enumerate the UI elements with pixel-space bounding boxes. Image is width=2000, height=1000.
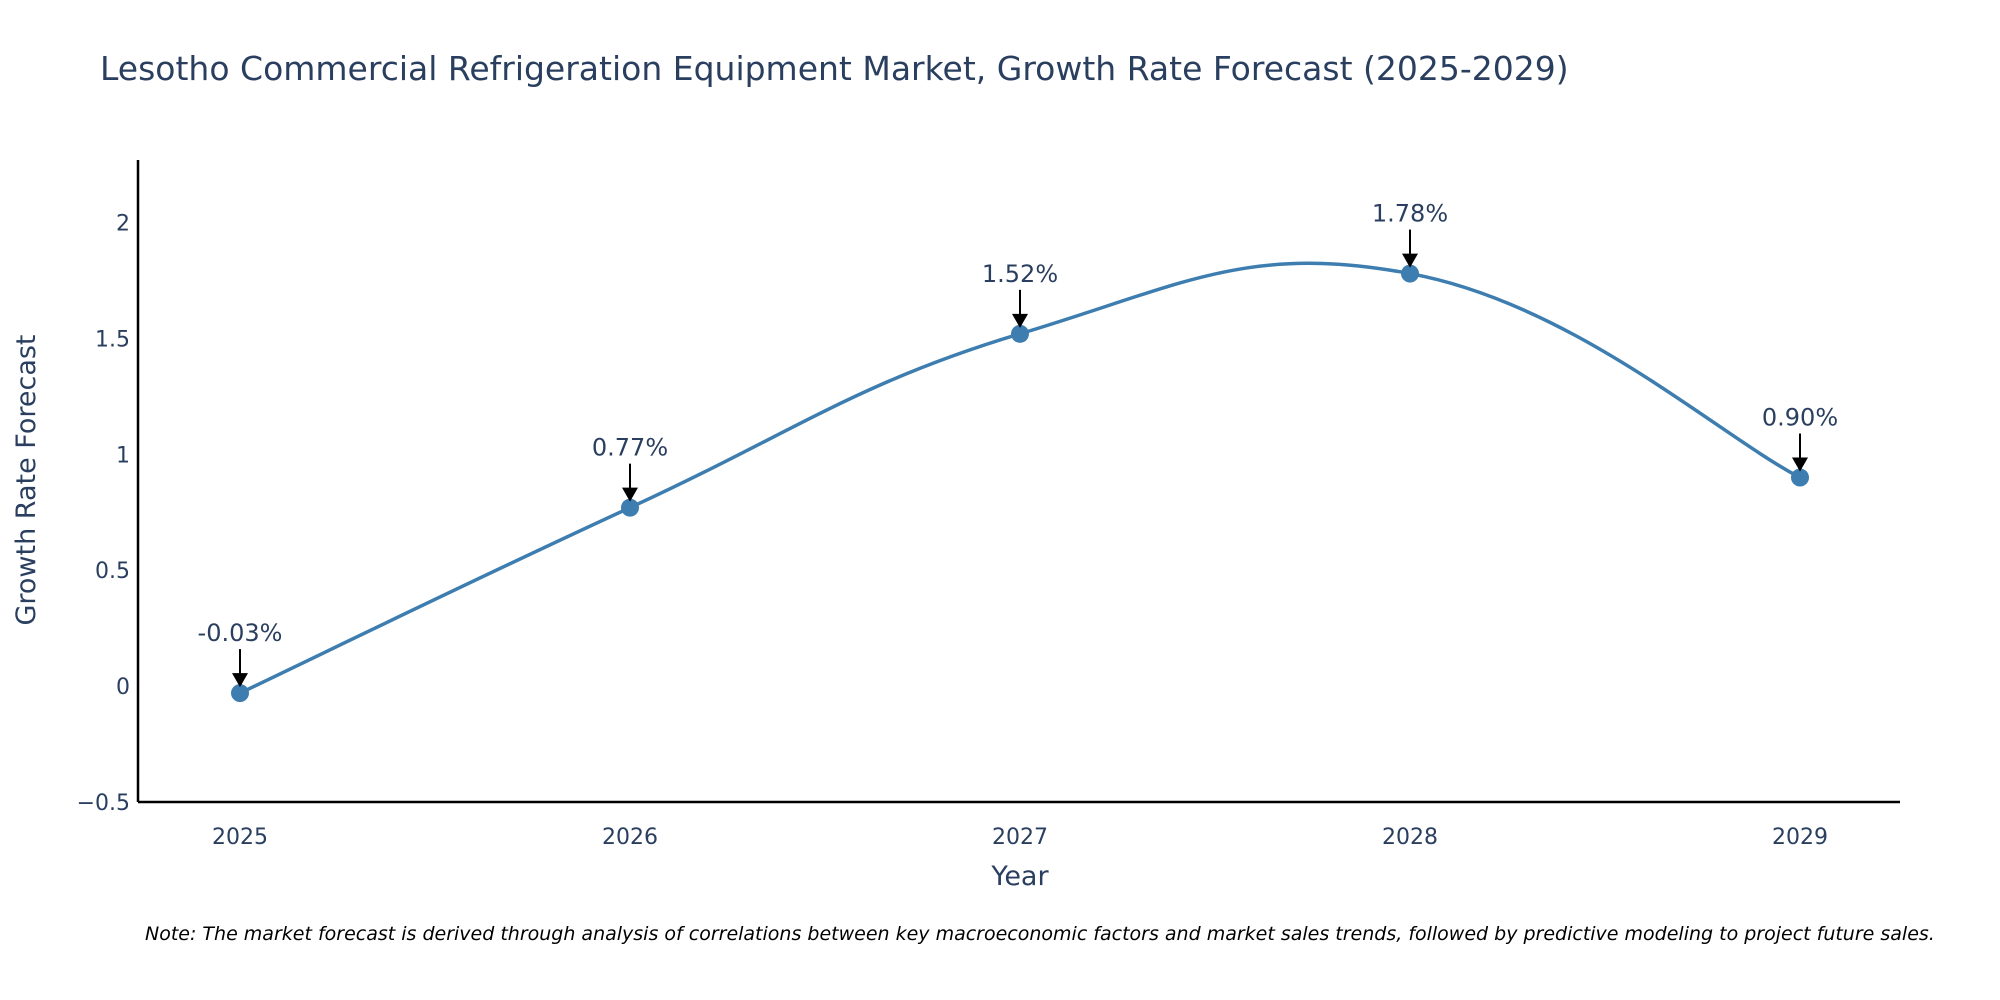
y-tick-label: 1 [116, 443, 130, 468]
y-tick-label: 0 [116, 675, 130, 700]
y-tick-label: −0.5 [77, 791, 130, 816]
annotation-arrow-head [622, 487, 638, 502]
x-tick-label: 2027 [992, 825, 1048, 850]
plot-area: −0.5 0 0.5 1 1.5 2 2025 2026 2027 2028 2029 -0.03… [77, 160, 1900, 850]
y-axis-title: Growth Rate Forecast [11, 334, 42, 625]
data-points [231, 264, 1809, 703]
data-labels: -0.03% 0.77% 1.52% 1.78% 0.90% [198, 200, 1838, 688]
x-tick-label: 2029 [1772, 825, 1828, 850]
annotation-arrow-head [232, 673, 248, 688]
data-label: 1.52% [982, 260, 1058, 288]
data-point [1791, 468, 1809, 487]
data-label: 0.90% [1762, 404, 1838, 432]
data-point [621, 498, 639, 517]
x-axis-title: Year [990, 861, 1049, 892]
data-point [1401, 264, 1419, 283]
data-label: 0.77% [592, 434, 668, 462]
data-point [231, 684, 249, 703]
data-point [1011, 324, 1029, 343]
data-label: -0.03% [198, 619, 283, 647]
x-tick-label: 2028 [1382, 825, 1438, 850]
x-tick-label: 2026 [602, 825, 658, 850]
y-tick-label: 0.5 [95, 559, 130, 584]
annotation-arrow-head [1792, 457, 1808, 472]
chart-title: Lesotho Commercial Refrigeration Equipme… [100, 49, 1569, 88]
x-tick-label: 2025 [212, 825, 268, 850]
annotation-arrow-head [1402, 253, 1418, 268]
y-tick-label: 2 [116, 212, 130, 237]
y-axis-ticks: −0.5 0 0.5 1 1.5 2 [77, 212, 130, 816]
data-label: 1.78% [1372, 200, 1448, 228]
annotation-arrow-head [1012, 313, 1028, 328]
y-tick-label: 1.5 [95, 327, 130, 352]
x-axis-ticks: 2025 2026 2027 2028 2029 [212, 825, 1828, 850]
chart-note: Note: The market forecast is derived thr… [145, 923, 1935, 945]
